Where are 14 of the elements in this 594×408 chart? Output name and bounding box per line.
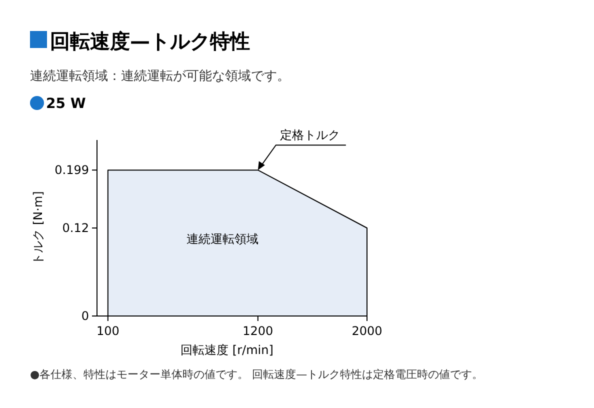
- annotation: 連続運転領域: [186, 232, 258, 246]
- annotation: 定格トルク: [280, 128, 340, 142]
- chart-title: 回転速度—トルク特性: [50, 29, 250, 53]
- x-axis-title: 回転速度 [r/min]: [180, 343, 274, 357]
- chart-subtitle: 連続運転領域：連続運転が可能な領域です。: [30, 69, 290, 84]
- y-tick-label: 0.12: [62, 221, 89, 235]
- x-tick-label: 100: [96, 324, 120, 338]
- text: 25 W: [46, 96, 86, 112]
- y-tick-label: 0: [81, 309, 89, 323]
- x-tick-label: 1200: [242, 324, 274, 338]
- y-axis-title: トルク [N·m]: [31, 191, 45, 265]
- y-tick-label: 0.199: [54, 163, 89, 178]
- x-tick-label: 2000: [352, 324, 382, 338]
- text: ●各仕様、特性はモーター単体時の値です。 回転速度—トルク特性は定格電圧時の値です。: [30, 368, 484, 381]
